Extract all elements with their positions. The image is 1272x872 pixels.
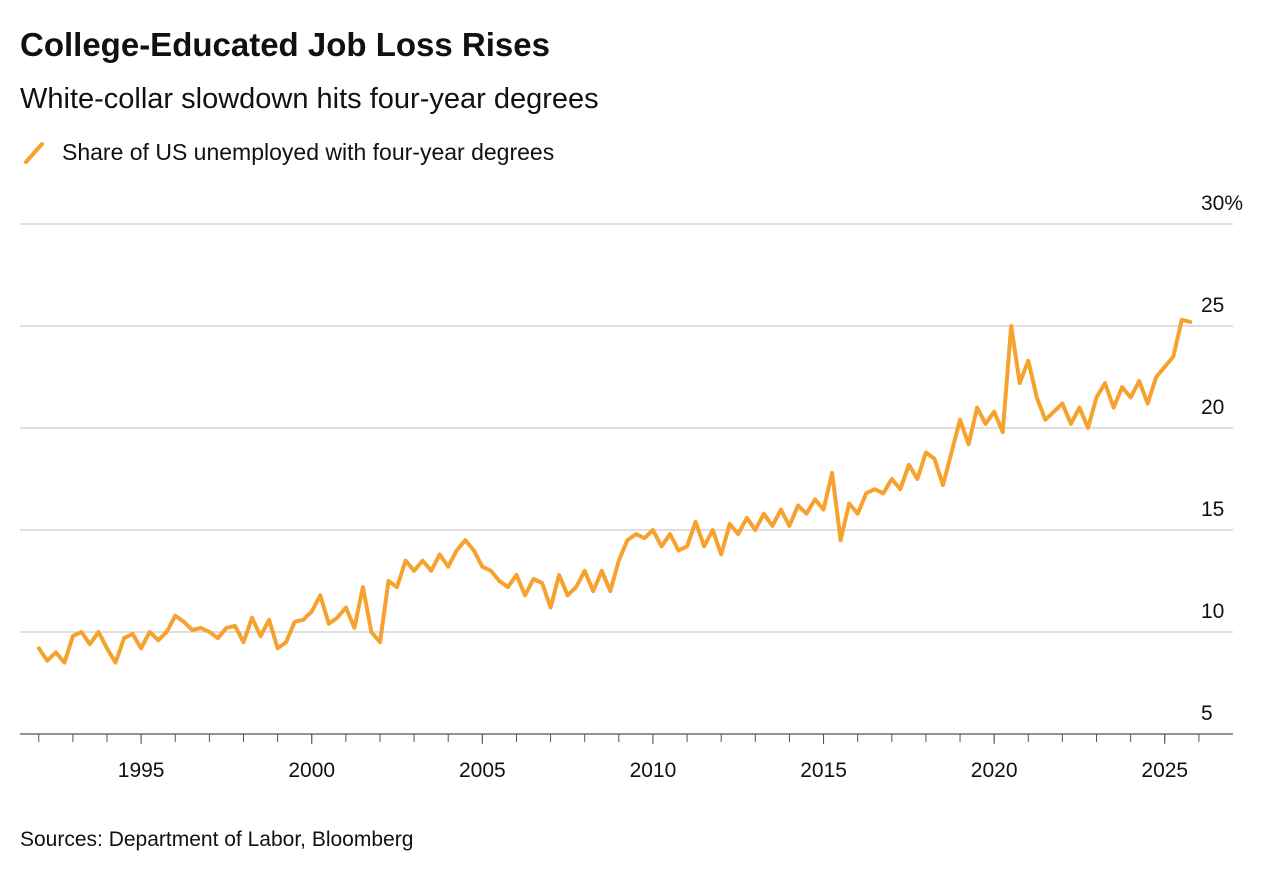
x-tick-label: 2010: [630, 759, 677, 782]
y-tick-label: 10: [1201, 600, 1224, 623]
y-tick-label: 30%: [1201, 192, 1243, 215]
data-line: [36, 317, 1193, 665]
x-tick-label: 1995: [118, 759, 165, 782]
x-tick-label: 2000: [288, 759, 335, 782]
x-tick-label: 2005: [459, 759, 506, 782]
y-tick-label: 5: [1201, 702, 1213, 725]
y-tick-label: 25: [1201, 294, 1224, 317]
legend-swatch: [24, 142, 44, 164]
x-tick-label: 2015: [800, 759, 847, 782]
x-tick-label: 2025: [1141, 759, 1188, 782]
chart-title: College-Educated Job Loss Rises: [20, 26, 550, 63]
y-tick-label: 20: [1201, 396, 1224, 419]
x-tick-label: 2020: [971, 759, 1018, 782]
legend-label: Share of US unemployed with four-year de…: [62, 139, 554, 165]
chart-subtitle: White-collar slowdown hits four-year deg…: [20, 83, 599, 115]
y-tick-label: 15: [1201, 498, 1224, 521]
source: Sources: Department of Labor, Bloomberg: [20, 828, 413, 851]
